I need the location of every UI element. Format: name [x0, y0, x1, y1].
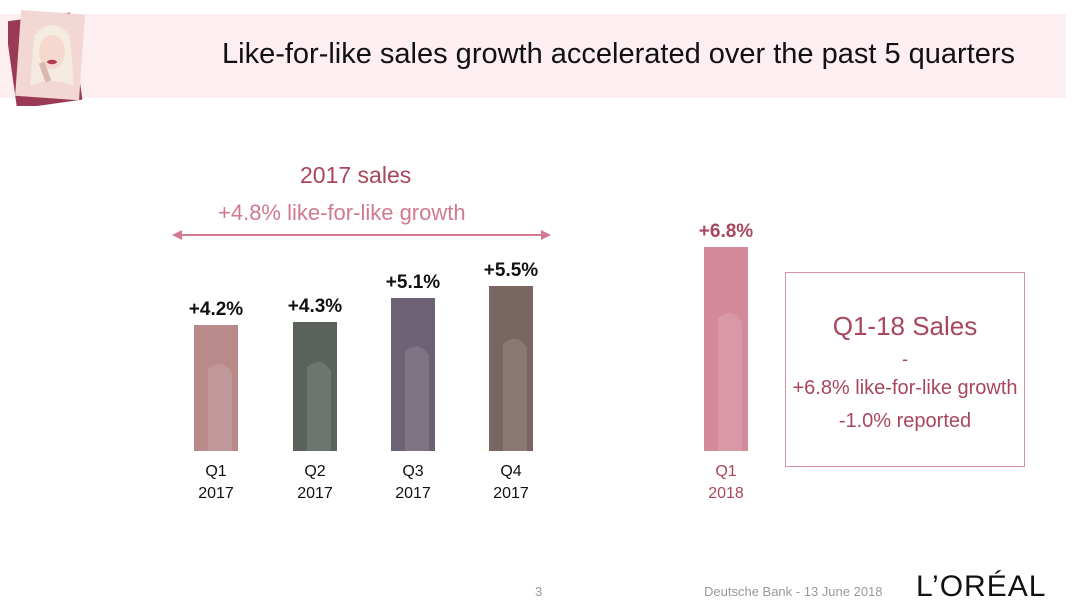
q1-18-sales-box: Q1-18 Sales - +6.8% like-for-like growth… — [785, 272, 1025, 467]
section-subtitle: +4.8% like-for-like growth — [218, 200, 466, 225]
category-label: Q1 — [715, 463, 736, 480]
bar-q4-2017 — [489, 286, 533, 451]
bar-sheen — [718, 313, 742, 453]
category-label: Q2 — [304, 463, 325, 480]
title-band — [0, 14, 1066, 98]
box-title: Q1-18 Sales — [832, 311, 978, 341]
data-label: +4.3% — [288, 296, 343, 317]
box-reported: -1.0% reported — [838, 410, 972, 432]
category-label: 2017 — [297, 485, 333, 502]
bar-sheen — [307, 362, 331, 453]
data-label: +6.8% — [699, 221, 754, 242]
category-label: Q3 — [402, 463, 423, 480]
footer-text: Deutsche Bank - 13 June 2018 — [704, 584, 883, 599]
bar-q1-2018 — [704, 247, 748, 451]
box-separator: - — [902, 349, 908, 369]
bar-q2-2017 — [293, 322, 337, 451]
page-title: Like-for-like sales growth accelerated o… — [222, 38, 1016, 70]
category-label: Q1 — [205, 463, 226, 480]
box-lfl-growth: +6.8% like-for-like growth — [792, 377, 1018, 399]
bar-sheen — [503, 338, 527, 453]
category-label: Q4 — [500, 463, 521, 480]
page-number: 3 — [535, 584, 543, 599]
loreal-logo: L’ORÉAL — [916, 570, 1047, 603]
category-label: 2017 — [198, 485, 234, 502]
bar-q3-2017 — [391, 298, 435, 451]
category-label: 2017 — [395, 485, 431, 502]
data-label: +4.2% — [189, 299, 244, 320]
bar-q1-2017 — [194, 325, 238, 451]
data-label: +5.1% — [386, 272, 441, 293]
section-title: 2017 sales — [300, 162, 412, 188]
model-photo — [4, 6, 88, 109]
category-label: 2017 — [493, 485, 529, 502]
span-arrow — [172, 230, 551, 240]
bar-sheen — [208, 363, 232, 453]
category-label: 2018 — [708, 485, 744, 502]
bar-sheen — [405, 346, 429, 453]
data-label: +5.5% — [484, 260, 539, 281]
